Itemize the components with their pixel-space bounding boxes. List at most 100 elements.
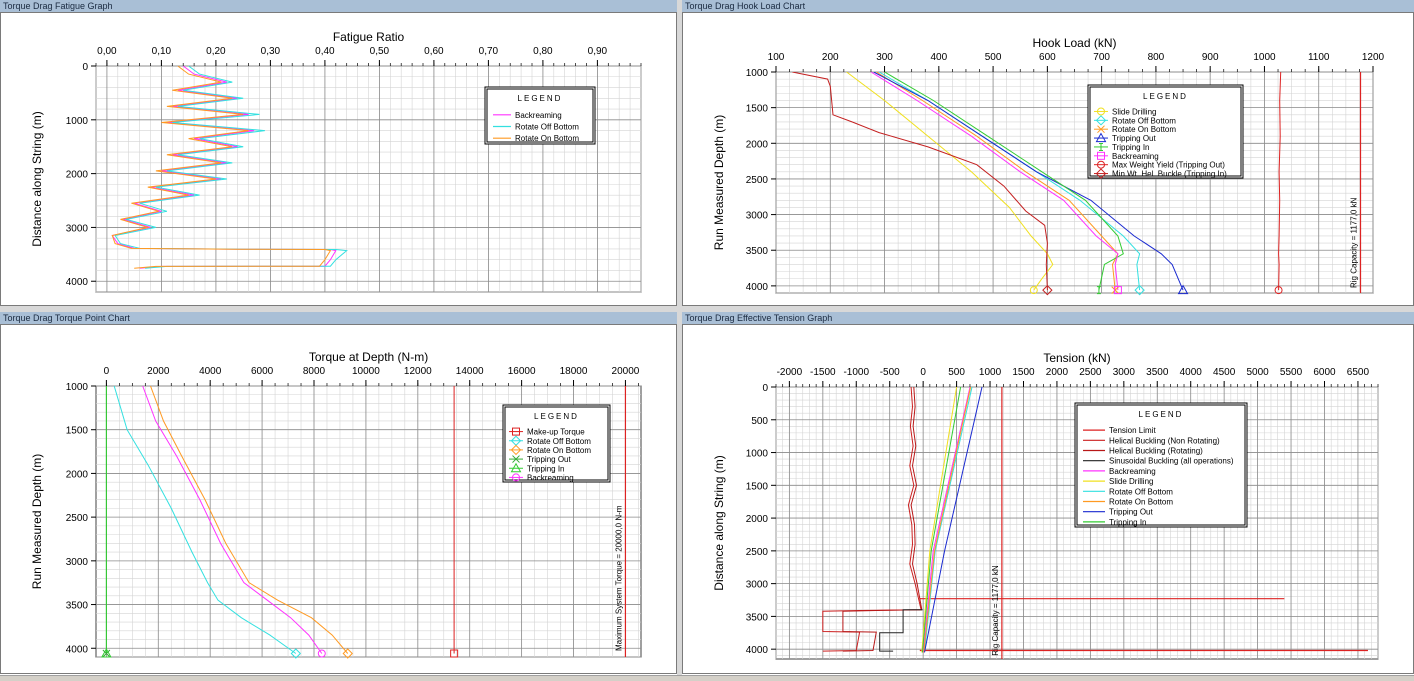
hookload-series-0-endpoint-marker: [1029, 286, 1038, 295]
horizontal-splitter[interactable]: [0, 306, 1414, 312]
tension-xtick-label: 500: [948, 367, 965, 378]
torque-series-2-line: [150, 386, 349, 654]
hookload-legend-marker-7: [1095, 168, 1107, 179]
torque-chart: 0 2000 4000 6000 8000 10000 12000 14000 16000 180…: [30, 350, 642, 659]
hookload-series-5-line: [870, 72, 1119, 291]
torque-legend-title: LEGEND: [534, 412, 579, 421]
hookload-legend-label-7: Min Wt. Hel. Buckle (Tripping In): [1112, 170, 1227, 179]
hookload-series-group: [792, 72, 1362, 293]
torque-xtick-label: 20000: [612, 366, 640, 377]
torque-xtick-label: 16000: [508, 366, 536, 377]
fatigue-legend-inner-frame: [486, 88, 594, 143]
fatigue-ytick-label: 3000: [66, 223, 89, 234]
hookload-series-5-endpoint-marker: [1113, 286, 1122, 295]
torque-legend-label-4: Tripping In: [527, 464, 565, 473]
fatigue-x-axis-title: Fatigue Ratio: [333, 30, 405, 44]
hookload-xtick-label: 400: [930, 52, 947, 63]
tension-series-group: [822, 387, 1368, 659]
hookload-xtick-label: 1200: [1362, 52, 1385, 63]
tension-xtick-label: 3500: [1146, 367, 1169, 378]
torque-series-0-endpoint-marker: [450, 649, 459, 658]
fatigue-legend-title: LEGEND: [518, 94, 563, 103]
tension-legend-label-6: Rotate Off Bottom: [1109, 487, 1173, 496]
torque-ytick-label: 2500: [66, 513, 89, 524]
hookload-legend-label-3: Tripping Out: [1112, 134, 1157, 143]
fatigue-ytick-label: 4000: [66, 277, 89, 288]
hookload-legend-label-4: Tripping In: [1112, 143, 1150, 152]
hookload-legend-marker-4: [1099, 142, 1103, 151]
fatigue-plot-area: 0,00 0,10 0,20 0,30 0,40 0,50 0,60 0,70 0,80 0,90…: [0, 12, 677, 306]
torque-legend-label-5: Backreaming: [527, 473, 574, 482]
torque-xtick-label: 6000: [251, 366, 274, 377]
hookload-legend-label-2: Rotate On Bottom: [1112, 125, 1176, 134]
torque-legend-marker-5: [512, 473, 520, 482]
tension-ytick-label: 1500: [746, 481, 769, 492]
hookload-ytick-label: 3500: [746, 246, 769, 257]
hookload-series-4-endpoint-marker: [1096, 286, 1101, 295]
hookload-legend-label-6: Max Weight Yield (Tripping Out): [1112, 161, 1225, 170]
tension-xtick-label: -2000: [777, 367, 803, 378]
tension-xtick-label: 2500: [1079, 367, 1102, 378]
torque-legend-frame: [502, 404, 611, 483]
tension-legend-frame: [1074, 402, 1248, 528]
hookload-series-3-line: [873, 72, 1184, 291]
fatigue-grid: [95, 65, 642, 293]
tension-ytick-label: 2000: [746, 514, 769, 525]
hookload-xtick-label: 500: [985, 52, 1002, 63]
tension-legend-label-2: Helical Buckling (Rotating): [1109, 447, 1203, 456]
tension-series-6-line: [924, 387, 973, 653]
torque-series-2-endpoint-marker: [342, 648, 353, 659]
torque-series-5-line: [142, 386, 323, 654]
tension-legend-label-4: Backreaming: [1109, 467, 1156, 476]
torque-xtick-label: 0: [104, 366, 110, 377]
hookload-legend-label-0: Slide Drilling: [1112, 107, 1156, 116]
hookload-legend-marker-3: [1095, 132, 1107, 143]
tension-limit-annotation: Rig Capacity = 1177,0 kN: [991, 565, 1000, 656]
torque-plot-area: 0 2000 4000 6000 8000 10000 12000 14000 16000 180…: [0, 324, 677, 674]
fatigue-xtick-label: 0,80: [533, 46, 553, 57]
tension-legend-label-3: Sinusoidal Buckling (all operations): [1109, 457, 1234, 466]
fatigue-xtick-label: 0,30: [261, 46, 281, 57]
hookload-ytick-label: 3000: [746, 211, 769, 222]
tension-ytick-label: 3000: [746, 580, 769, 591]
hookload-legend-marker-5: [1097, 151, 1105, 160]
torque-legend-label-1: Rotate Off Bottom: [527, 437, 591, 446]
torque-legend-marker-0: [512, 427, 520, 436]
fatigue-ytick-label: 0: [82, 62, 88, 73]
tension-chart: -2000 -1500 -1000 -500 0 500 1000 1500 2000 2500 3…: [712, 351, 1379, 660]
fatigue-series-2-line: [111, 66, 332, 269]
torque-xtick-label: 12000: [404, 366, 432, 377]
hookload-series-2-endpoint-marker: [1111, 286, 1120, 295]
tension-xtick-label: 6000: [1313, 367, 1336, 378]
torque-series-5-endpoint-marker: [317, 649, 326, 658]
fatigue-xtick-label: 0,10: [152, 46, 172, 57]
fatigue-legend-frame: [484, 86, 596, 145]
tension-window: Torque Drag Effective Tension Graph -200…: [682, 312, 1414, 674]
tension-series-2-line: [842, 387, 923, 652]
hookload-series-7-line: [792, 72, 1048, 291]
tension-series-4-line: [922, 387, 971, 653]
tension-xtick-label: -1500: [810, 367, 836, 378]
hookload-legend-frame: [1087, 84, 1244, 179]
tension-series-1-line: [822, 387, 922, 652]
tension-legend-label-0: Tension Limit: [1109, 426, 1156, 435]
torque-series-1-line: [113, 386, 297, 654]
hookload-series-7-endpoint-marker: [1042, 284, 1053, 296]
tension-legend-title: LEGEND: [1139, 410, 1184, 419]
tension-legend-label-8: Tripping Out: [1109, 508, 1154, 517]
hookload-window: Torque Drag Hook Load Chart 100 200 300 400…: [682, 0, 1414, 306]
hookload-xtick-label: 600: [1039, 52, 1056, 63]
hookload-series-6-endpoint-marker: [1274, 286, 1283, 295]
tension-xtick-label: -1000: [843, 367, 869, 378]
tension-series-3-line: [879, 609, 923, 652]
hookload-series-2-line: [876, 72, 1119, 291]
hookload-xtick-label: 300: [876, 52, 893, 63]
torque-ytick-label: 4000: [66, 644, 89, 655]
fatigue-xtick-label: 0,90: [588, 46, 608, 57]
vertical-splitter[interactable]: [677, 0, 682, 675]
hookload-y-axis-title: Run Measured Depth (m): [712, 115, 726, 250]
tension-xtick-label: 4000: [1180, 367, 1203, 378]
tension-series-9-line: [922, 387, 962, 653]
